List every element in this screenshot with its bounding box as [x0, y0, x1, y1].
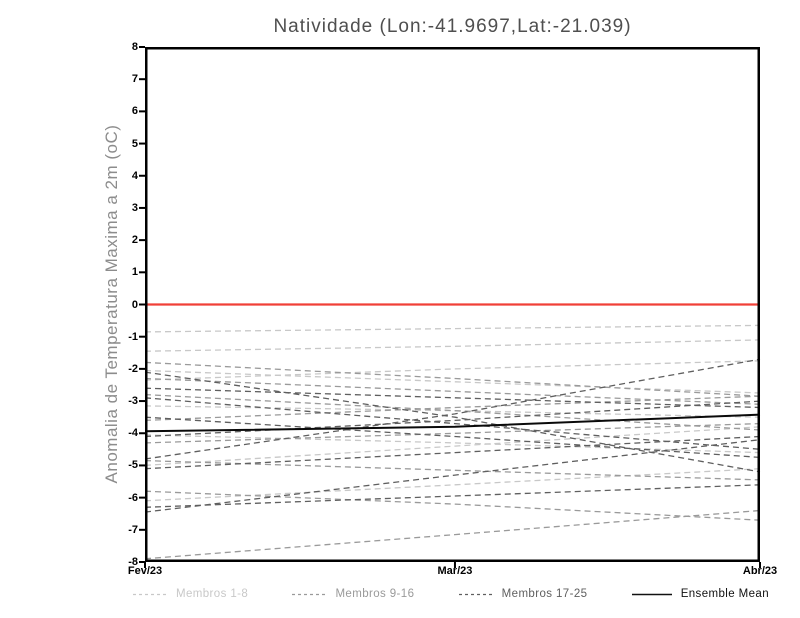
- x-tick-label: Mar/23: [437, 565, 473, 577]
- member-line: [144, 369, 761, 394]
- member-line: [144, 426, 761, 467]
- member-line: [144, 395, 761, 422]
- legend-item-label: Membros 1-8: [176, 588, 249, 600]
- member-line: [144, 509, 761, 560]
- member-line: [144, 468, 761, 502]
- member-line: [144, 393, 761, 431]
- legend-item-label: Membros 9-16: [335, 588, 415, 600]
- legend-item: Membros 1-8: [133, 588, 248, 600]
- y-tick-label: -3: [128, 395, 138, 408]
- y-tick-label: -2: [128, 362, 138, 375]
- legend-item: Membros 17-25: [458, 588, 588, 600]
- y-tick-label: 7: [131, 73, 138, 86]
- member-line: [144, 360, 761, 381]
- x-tick-label: Abr/23: [742, 565, 778, 577]
- member-line: [144, 439, 761, 513]
- plot-area: [139, 46, 761, 568]
- y-tick-label: -1: [128, 330, 138, 343]
- ensemble-mean-line: [144, 413, 761, 433]
- y-tick-label: -8: [128, 556, 138, 568]
- member-line: [144, 434, 761, 454]
- y-tick-label: 1: [131, 266, 138, 279]
- member-line: [144, 416, 761, 459]
- y-tick-label: 6: [131, 105, 138, 118]
- legend-dashed-line-sample: [133, 593, 167, 595]
- y-tick-label: -6: [128, 491, 138, 504]
- plot-lines-svg: [139, 46, 761, 568]
- member-line: [144, 422, 761, 444]
- legend-solid-line-sample: [631, 593, 672, 595]
- member-line: [144, 371, 761, 473]
- y-tick-label: 5: [131, 137, 138, 150]
- legend-item: Membros 9-16: [292, 588, 414, 600]
- member-line: [144, 400, 761, 438]
- member-line: [144, 405, 761, 418]
- y-tick-label: -7: [128, 523, 138, 536]
- member-line: [144, 397, 761, 450]
- member-line: [144, 490, 761, 521]
- legend-item-label: Membros 17-25: [501, 588, 588, 600]
- member-line: [144, 484, 761, 508]
- legend-dashed-line-sample: [458, 593, 493, 595]
- legend-dashed-line-sample: [292, 593, 327, 595]
- legend-item-label: Ensemble Mean: [680, 588, 769, 600]
- axis-frame: [145, 47, 760, 562]
- y-tick-label: -5: [128, 459, 138, 472]
- y-tick-label: 3: [131, 201, 138, 214]
- member-line: [144, 324, 761, 333]
- y-tick-label: 2: [131, 234, 138, 247]
- chart-title: Natividade (Lon:-41.9697,Lat:-21.039): [273, 16, 632, 37]
- y-tick-label: 0: [131, 298, 138, 311]
- y-tick-label: 8: [131, 41, 138, 53]
- member-line: [144, 361, 761, 397]
- legend-item: Ensemble Mean: [631, 588, 769, 600]
- y-tick-label: -4: [128, 427, 138, 440]
- x-tick-label: Fev/23: [127, 565, 163, 577]
- member-line: [144, 435, 761, 470]
- y-tick-label: 4: [131, 169, 138, 182]
- member-line: [144, 387, 761, 409]
- legend: Membros 1-8 Membros 9-16 Membros 17-25 Ense…: [133, 586, 769, 602]
- member-line: [144, 339, 761, 352]
- member-line: [144, 358, 761, 460]
